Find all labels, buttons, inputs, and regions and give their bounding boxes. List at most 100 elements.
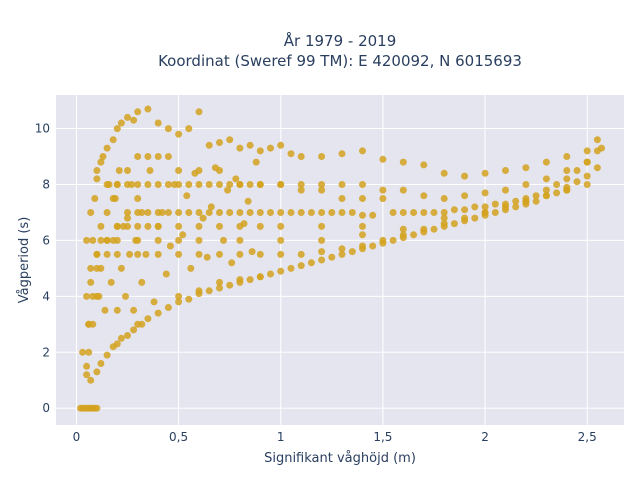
data-point	[144, 105, 152, 113]
data-point	[244, 197, 252, 205]
data-point	[338, 209, 346, 216]
data-point	[542, 175, 550, 183]
data-point	[252, 158, 260, 166]
data-point	[124, 214, 131, 222]
plot-area	[56, 95, 624, 425]
data-point	[461, 172, 469, 180]
x-axis-label: Signifikant våghöjd (m)	[264, 451, 416, 466]
data-point	[297, 186, 305, 194]
data-point	[138, 320, 146, 328]
data-point	[97, 222, 105, 230]
data-point	[440, 209, 448, 216]
data-point	[185, 209, 193, 216]
data-point	[95, 292, 103, 300]
data-point	[134, 108, 142, 116]
data-point	[348, 209, 356, 216]
data-point	[267, 209, 274, 216]
data-point	[134, 222, 142, 230]
data-point	[328, 209, 336, 216]
data-point	[399, 158, 407, 166]
data-point	[109, 136, 117, 144]
data-point	[103, 351, 111, 359]
data-point	[232, 175, 240, 183]
data-point	[134, 195, 142, 202]
data-point	[113, 340, 121, 348]
data-point	[359, 181, 366, 188]
data-point	[205, 141, 213, 149]
data-point	[389, 209, 397, 216]
data-point	[297, 181, 305, 188]
data-point	[93, 175, 101, 183]
data-point	[563, 167, 571, 174]
data-point	[113, 125, 121, 133]
data-point	[399, 231, 407, 239]
data-point	[195, 209, 203, 216]
y-tick-label: 0	[42, 401, 50, 415]
data-point	[162, 270, 170, 278]
data-point	[203, 253, 211, 261]
data-point	[211, 164, 219, 172]
data-point	[240, 220, 248, 228]
data-point	[113, 222, 121, 230]
data-point	[461, 192, 469, 200]
data-point	[318, 209, 326, 216]
data-point	[113, 306, 121, 314]
data-point	[154, 222, 162, 230]
data-point	[256, 181, 264, 188]
data-point	[119, 222, 127, 230]
data-point	[132, 236, 140, 244]
data-point	[144, 153, 152, 160]
data-point	[103, 209, 111, 216]
data-point	[146, 167, 154, 174]
data-point	[410, 231, 418, 239]
data-point	[277, 267, 285, 275]
data-point	[318, 248, 326, 256]
data-point	[318, 222, 326, 230]
data-point	[359, 147, 366, 155]
data-point	[359, 222, 366, 230]
data-point	[277, 209, 285, 216]
data-point	[117, 119, 125, 127]
data-point	[216, 139, 223, 146]
data-point	[256, 147, 264, 155]
data-point	[126, 250, 134, 258]
data-point	[124, 113, 131, 121]
data-point	[573, 167, 581, 174]
data-point	[573, 178, 581, 186]
data-point	[440, 220, 448, 228]
data-point	[318, 153, 326, 160]
data-points	[77, 105, 605, 412]
y-tick-label: 4	[42, 289, 50, 303]
data-point	[542, 192, 550, 200]
data-point	[205, 287, 213, 295]
data-point	[97, 158, 105, 166]
data-point	[166, 242, 174, 250]
data-point	[450, 206, 458, 214]
data-point	[101, 306, 109, 314]
data-point	[256, 273, 264, 281]
x-axis-ticks: 0 0,5 1 1,5 2 2,5	[73, 430, 597, 444]
x-tick-label: 0,5	[169, 430, 188, 444]
data-point	[583, 172, 591, 180]
data-point	[318, 256, 326, 264]
data-point	[471, 203, 479, 211]
data-point	[430, 209, 438, 216]
data-point	[228, 259, 236, 267]
data-point	[207, 203, 215, 211]
data-point	[175, 250, 183, 258]
data-point	[563, 153, 571, 160]
data-point	[144, 181, 152, 188]
data-point	[115, 167, 123, 174]
data-point	[318, 236, 326, 244]
data-point	[175, 167, 183, 174]
data-point	[164, 125, 172, 133]
data-point	[216, 209, 223, 216]
data-point	[93, 250, 101, 258]
data-point	[226, 209, 234, 216]
data-point	[522, 181, 530, 188]
data-point	[113, 181, 121, 188]
data-point	[205, 209, 213, 216]
data-point	[297, 262, 305, 270]
data-point	[246, 181, 254, 188]
data-point	[216, 222, 223, 230]
